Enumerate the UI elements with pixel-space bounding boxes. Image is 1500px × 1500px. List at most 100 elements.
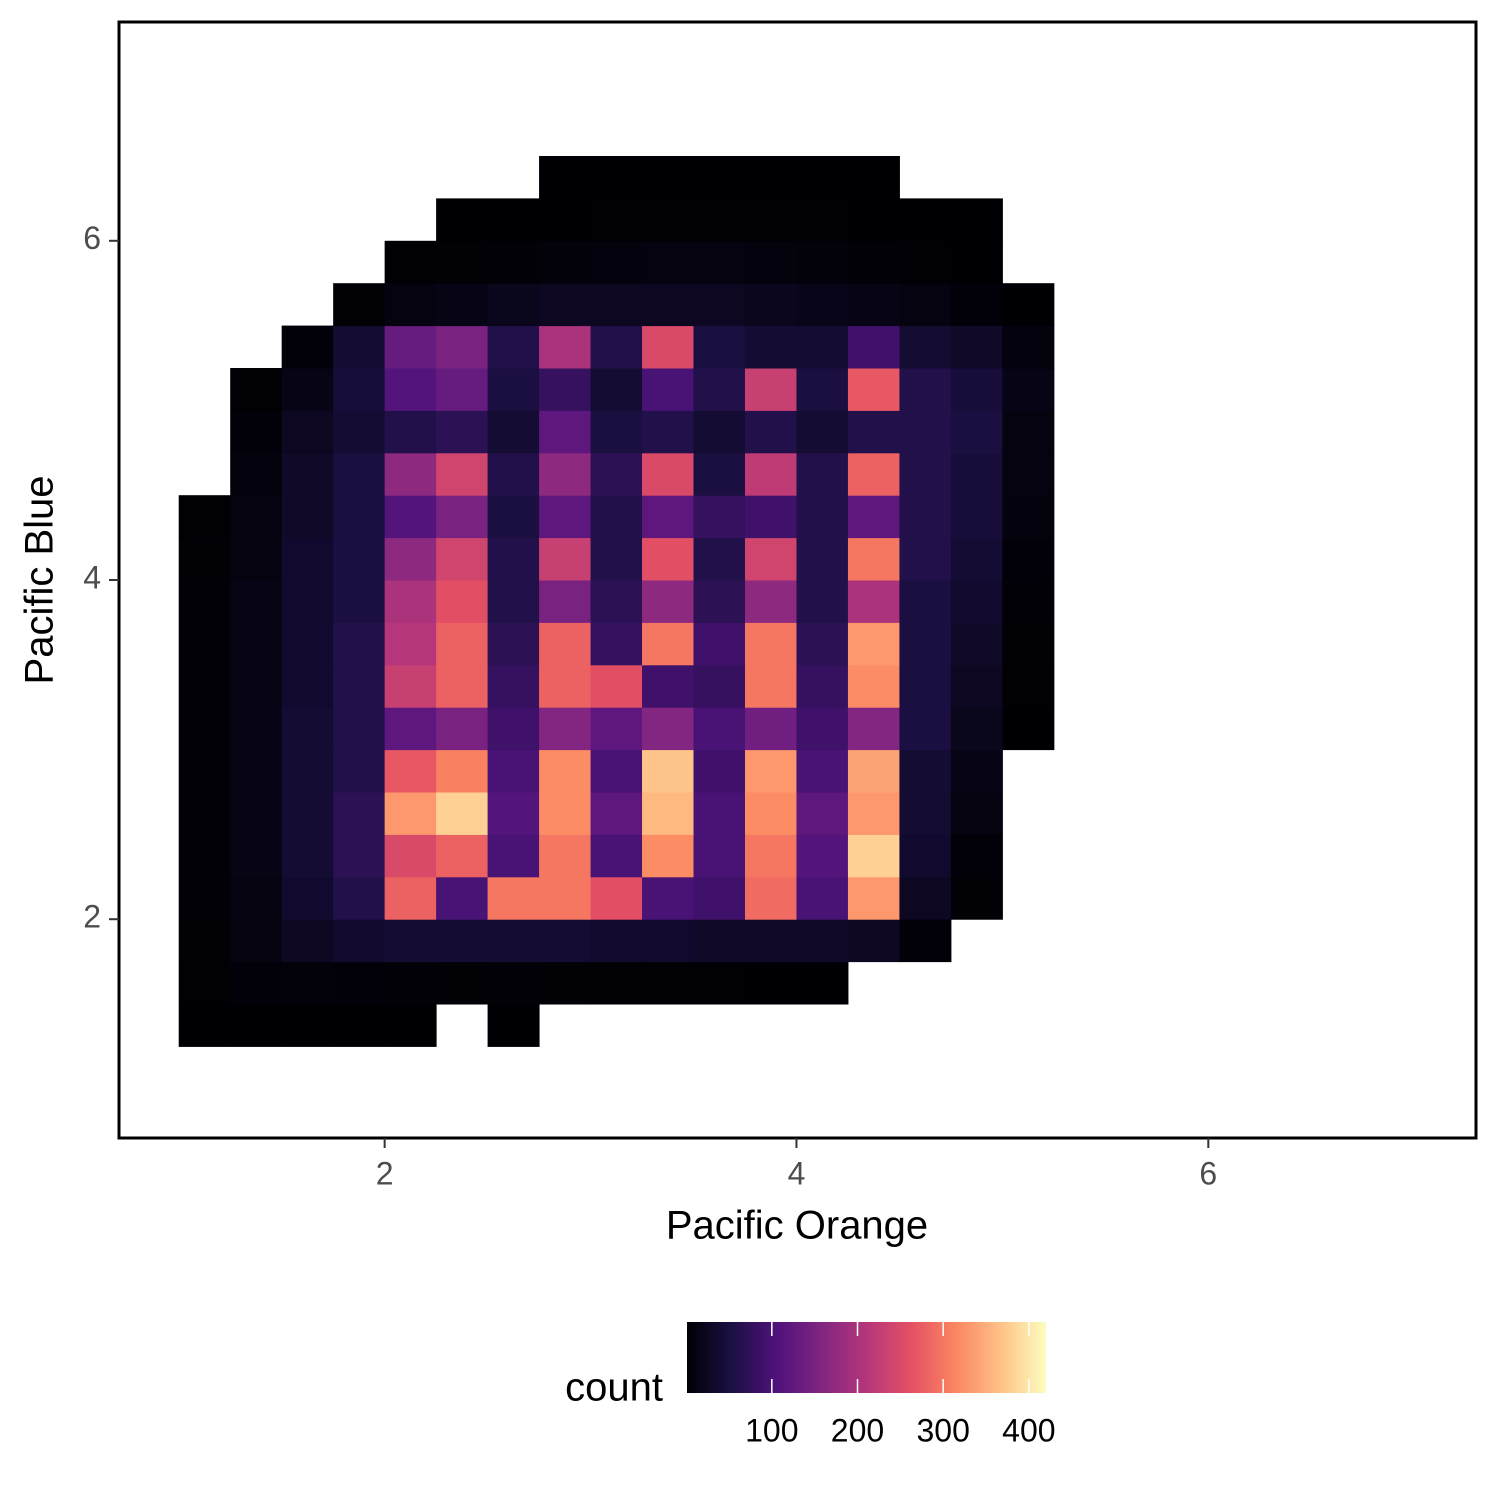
bin bbox=[847, 580, 900, 623]
bin bbox=[1002, 410, 1055, 454]
bin bbox=[899, 707, 952, 751]
bin bbox=[178, 792, 231, 835]
bin bbox=[384, 367, 437, 411]
bin bbox=[487, 452, 540, 496]
bin bbox=[796, 749, 849, 793]
bin bbox=[384, 325, 437, 369]
bin bbox=[436, 919, 489, 963]
bin bbox=[487, 834, 540, 878]
bin bbox=[642, 664, 695, 708]
bin bbox=[487, 198, 540, 242]
bin bbox=[1002, 537, 1055, 581]
bin bbox=[744, 283, 797, 327]
bin bbox=[384, 410, 437, 454]
bin bbox=[539, 876, 592, 920]
bin bbox=[847, 749, 900, 793]
bin bbox=[693, 749, 746, 793]
bin bbox=[590, 155, 643, 199]
bin bbox=[693, 495, 746, 539]
bin bbox=[950, 495, 1003, 539]
bin bbox=[281, 707, 334, 751]
bin bbox=[230, 749, 283, 793]
bin bbox=[539, 410, 592, 454]
bin bbox=[281, 664, 334, 708]
bin bbox=[590, 410, 643, 454]
y-tick-label: 6 bbox=[83, 220, 101, 256]
bin bbox=[642, 834, 695, 878]
bin bbox=[642, 283, 695, 327]
bin bbox=[539, 495, 592, 539]
bin bbox=[333, 792, 386, 835]
bin bbox=[1002, 495, 1055, 539]
bin bbox=[693, 664, 746, 708]
bin bbox=[384, 240, 437, 284]
bin bbox=[693, 876, 746, 920]
bin bbox=[950, 749, 1003, 793]
bin bbox=[230, 707, 283, 751]
bin bbox=[899, 283, 952, 327]
bin bbox=[693, 580, 746, 623]
bin bbox=[847, 707, 900, 751]
colorbar-tick-label: 200 bbox=[831, 1412, 884, 1448]
bin bbox=[847, 537, 900, 581]
bin bbox=[384, 580, 437, 623]
bin bbox=[693, 325, 746, 369]
bin bbox=[744, 580, 797, 623]
bin bbox=[436, 792, 489, 835]
bin bbox=[436, 325, 489, 369]
bin bbox=[487, 240, 540, 284]
bin bbox=[744, 240, 797, 284]
bin bbox=[847, 198, 900, 242]
bin bbox=[590, 919, 643, 963]
bin bbox=[436, 664, 489, 708]
bin bbox=[384, 961, 437, 1005]
colorbar-tick-label: 400 bbox=[1002, 1412, 1055, 1448]
bin bbox=[178, 707, 231, 751]
bin bbox=[744, 367, 797, 411]
bin bbox=[642, 240, 695, 284]
bin bbox=[436, 749, 489, 793]
bin bbox=[590, 367, 643, 411]
bin bbox=[487, 495, 540, 539]
bin bbox=[539, 155, 592, 199]
bin bbox=[230, 919, 283, 963]
bin bbox=[899, 325, 952, 369]
bin bbox=[436, 622, 489, 666]
bin bbox=[230, 961, 283, 1005]
bin bbox=[1002, 367, 1055, 411]
x-tick-label: 6 bbox=[1199, 1155, 1217, 1191]
bin bbox=[642, 876, 695, 920]
bin bbox=[847, 240, 900, 284]
bin bbox=[333, 1004, 386, 1047]
bin bbox=[744, 707, 797, 751]
bin bbox=[899, 664, 952, 708]
bin bbox=[436, 580, 489, 623]
bin bbox=[847, 876, 900, 920]
bin bbox=[230, 367, 283, 411]
bin bbox=[744, 198, 797, 242]
y-tick-label: 4 bbox=[83, 559, 101, 595]
bin bbox=[230, 622, 283, 666]
bin bbox=[744, 452, 797, 496]
bin bbox=[436, 707, 489, 751]
bin bbox=[693, 155, 746, 199]
bin bbox=[333, 283, 386, 327]
bin bbox=[487, 283, 540, 327]
bin bbox=[899, 919, 952, 963]
bin bbox=[333, 537, 386, 581]
bin bbox=[230, 452, 283, 496]
bin bbox=[847, 792, 900, 835]
bin bbox=[436, 198, 489, 242]
bin bbox=[487, 919, 540, 963]
bin bbox=[281, 834, 334, 878]
bin bbox=[847, 495, 900, 539]
bin bbox=[796, 622, 849, 666]
bin bbox=[333, 961, 386, 1005]
bin bbox=[487, 749, 540, 793]
bin bbox=[281, 622, 334, 666]
bin bbox=[899, 537, 952, 581]
bin bbox=[487, 410, 540, 454]
bin bbox=[281, 1004, 334, 1047]
bin bbox=[1002, 580, 1055, 623]
bin bbox=[178, 749, 231, 793]
